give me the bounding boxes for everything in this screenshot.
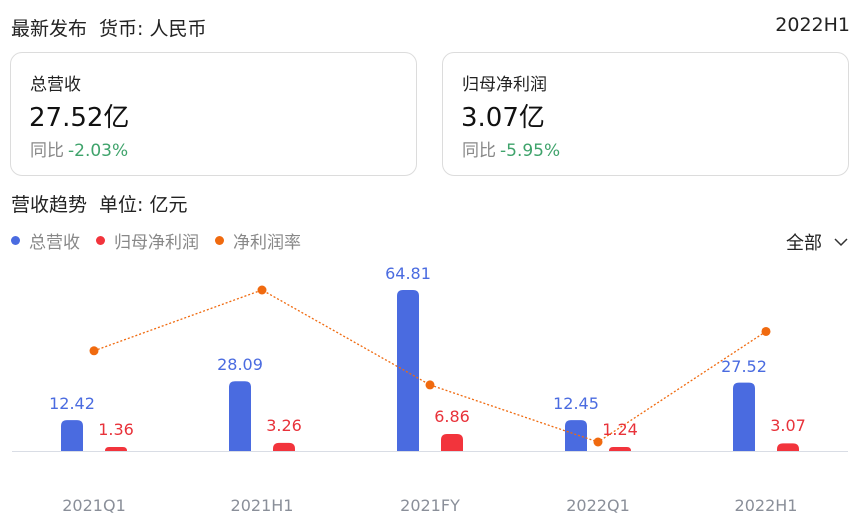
chart-canvas <box>12 285 848 452</box>
net-profit-value-label: 1.36 <box>98 420 134 439</box>
card-yoy: 同比 -5.95% <box>462 136 560 161</box>
header-title: 最新发布 货币: 人民币 <box>11 14 206 41</box>
revenue-value-label: 64.81 <box>385 264 431 283</box>
revenue-bar[interactable] <box>61 420 83 451</box>
revenue-bar[interactable] <box>733 382 755 451</box>
legend-item-net-profit[interactable]: 归母净利润 <box>96 228 199 253</box>
net-profit-value-label: 1.24 <box>602 420 638 439</box>
net-profit-card: 归母净利润 3.07亿 同比 -5.95% <box>442 52 849 176</box>
legend-dot-icon <box>215 235 224 245</box>
revenue-trend-chart: 12.42 1.36 2021Q1 28.09 3.26 2021H1 64.81 6.86 2… <box>0 255 868 527</box>
yoy-change: -5.95% <box>500 141 561 161</box>
revenue-value-label: 12.42 <box>49 394 95 414</box>
revenue-bar[interactable] <box>229 381 251 451</box>
net-margin-point[interactable] <box>89 346 99 356</box>
net-margin-point[interactable] <box>593 437 603 447</box>
yoy-label: 同比 <box>462 141 496 161</box>
legend-label: 净利润率 <box>233 232 301 253</box>
latest-release-label: 最新发布 <box>11 18 88 40</box>
card-label: 总营收 <box>30 75 81 95</box>
trend-title: 营收趋势 单位: 亿元 <box>11 190 187 217</box>
net-profit-bar[interactable] <box>609 447 631 451</box>
net-margin-line <box>93 289 767 443</box>
x-axis-tick-label: 2022Q1 <box>566 496 630 515</box>
legend-item-revenue[interactable]: 总营收 <box>11 228 80 253</box>
legend-dot-icon <box>11 235 20 245</box>
net-margin-point[interactable] <box>425 380 435 390</box>
revenue-bar[interactable] <box>397 290 419 451</box>
card-label: 归母净利润 <box>462 75 547 95</box>
yoy-change: -2.03% <box>68 141 129 161</box>
net-profit-value-label: 3.26 <box>266 415 302 435</box>
legend-label: 总营收 <box>29 232 80 253</box>
trend-title-label: 营收趋势 <box>11 194 88 216</box>
card-value: 3.07亿 <box>461 103 545 133</box>
revenue-value-label: 27.52 <box>721 356 767 376</box>
report-period: 2022H1 <box>775 14 850 36</box>
revenue-value-label: 28.09 <box>217 355 263 375</box>
x-axis-tick-label: 2021FY <box>400 496 460 515</box>
revenue-bar[interactable] <box>565 420 587 451</box>
period-filter-dropdown[interactable]: 全部 <box>786 229 848 255</box>
net-margin-point[interactable] <box>257 285 267 295</box>
header: 最新发布 货币: 人民币 2022H1 <box>11 14 850 42</box>
filter-label: 全部 <box>786 233 822 254</box>
currency-label: 货币: 人民币 <box>99 18 207 40</box>
x-axis-tick-label: 2021H1 <box>230 496 294 515</box>
net-profit-value-label: 3.07 <box>770 416 806 436</box>
net-profit-value-label: 6.86 <box>434 406 470 426</box>
revenue-card: 总营收 27.52亿 同比 -2.03% <box>10 52 417 176</box>
chevron-down-icon <box>834 237 848 246</box>
legend-dot-icon <box>96 235 105 245</box>
trend-unit: 单位: 亿元 <box>99 194 188 216</box>
yoy-label: 同比 <box>30 141 64 161</box>
net-margin-point[interactable] <box>761 326 771 336</box>
legend-item-net-margin[interactable]: 净利润率 <box>215 228 301 253</box>
legend-label: 归母净利润 <box>114 232 199 253</box>
card-yoy: 同比 -2.03% <box>30 136 128 161</box>
chart-legend: 总营收 归母净利润 净利润率 <box>11 228 317 253</box>
x-axis-tick-label: 2021Q1 <box>62 496 126 515</box>
net-profit-bar[interactable] <box>273 442 295 451</box>
card-value: 27.52亿 <box>29 103 130 133</box>
net-profit-bar[interactable] <box>441 433 463 451</box>
x-axis-tick-label: 2022H1 <box>734 496 798 515</box>
net-profit-bar[interactable] <box>777 443 799 451</box>
net-profit-bar[interactable] <box>105 447 127 451</box>
revenue-value-label: 12.45 <box>553 394 599 414</box>
